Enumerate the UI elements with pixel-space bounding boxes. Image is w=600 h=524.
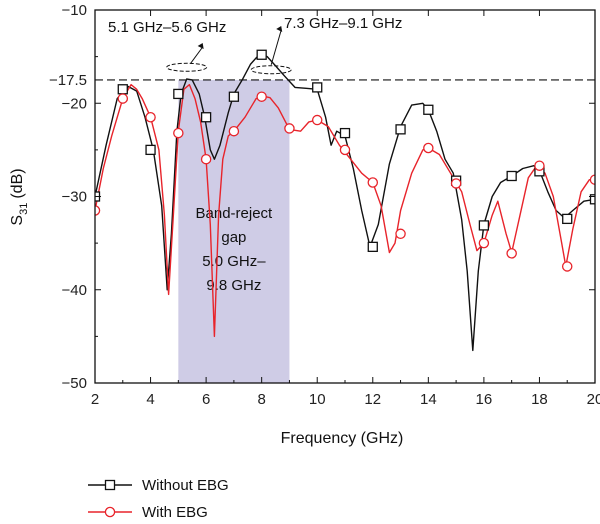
annotations: 5.1 GHz–5.6 GHz 7.3 GHz–9.1 GHz [108, 15, 402, 75]
without-ebg-point [423, 104, 434, 115]
plot-frame [94, 9, 596, 384]
x-tick-label: 4 [146, 391, 154, 408]
legend: Without EBG With EBG [88, 477, 229, 521]
annotation-arrowhead [197, 43, 204, 49]
y-tick-label: −10 [62, 2, 87, 19]
without-ebg-point [173, 88, 184, 100]
y-axis: −10 −20 −30 −40 −50 −17.5 [49, 2, 595, 392]
with-ebg-point [311, 114, 323, 126]
band-label-line: gap [221, 229, 246, 246]
y-axis-label-sub: 31 [18, 203, 30, 215]
with-ebg-point [256, 91, 267, 102]
y-tick-label: −40 [62, 282, 87, 299]
with-ebg-point [200, 153, 212, 165]
with-ebg-point [478, 237, 490, 249]
without-ebg-point [117, 84, 128, 95]
annotation-text: 5.1 GHz–5.6 GHz [108, 19, 226, 36]
with-ebg-point [367, 177, 379, 188]
without-ebg-point [562, 213, 573, 225]
x-tick-label: 12 [364, 391, 381, 408]
legend-label: With EBG [142, 504, 208, 521]
x-tick-label: 2 [91, 391, 99, 408]
annotation-arrow [270, 29, 282, 65]
x-axis: 2 4 6 8 10 12 14 16 18 20 [91, 10, 600, 408]
without-ebg-point [367, 241, 378, 253]
without-ebg-point [256, 49, 267, 60]
with-ebg-point [395, 228, 406, 240]
without-ebg-point [339, 127, 351, 139]
with-ebg-point [145, 111, 156, 123]
without-ebg-point [312, 82, 323, 93]
band-label-line: 9.8 GHz [206, 277, 261, 294]
with-ebg-point [173, 127, 184, 139]
x-tick-label: 20 [587, 391, 600, 408]
y-axis-label-main: S [9, 215, 26, 226]
annotation-arrow [190, 46, 204, 64]
legend-label: Without EBG [142, 477, 229, 494]
with-ebg-point [284, 123, 295, 134]
y-tick-label: −50 [62, 375, 87, 392]
without-ebg-point [395, 124, 406, 135]
band-reject-label: Band-reject gap 5.0 GHz– 9.8 GHz [196, 205, 274, 294]
without-ebg-point [589, 194, 595, 205]
with-ebg-point [561, 261, 573, 272]
annotation-arrowhead [276, 26, 283, 32]
legend-marker [104, 506, 116, 518]
with-ebg-point [423, 142, 434, 154]
without-ebg-point [200, 112, 212, 123]
with-ebg-point [506, 248, 517, 259]
without-ebg-point [228, 91, 240, 102]
y-axis-label: S31 (dB) [9, 168, 30, 225]
band-label-line: Band-reject [196, 205, 274, 222]
with-ebg-point [117, 93, 129, 104]
with-ebg-point [589, 174, 595, 185]
legend-marker [104, 479, 116, 491]
without-ebg-point [506, 170, 517, 182]
x-tick-label: 8 [257, 391, 265, 408]
series-line-with-ebg [95, 83, 595, 338]
annotation-ellipse [166, 62, 208, 72]
y-tick-label-extra: −17.5 [49, 72, 87, 89]
y-tick-label: −20 [62, 95, 87, 112]
band-label-line: 5.0 GHz– [202, 253, 266, 270]
x-tick-label: 14 [420, 391, 437, 408]
with-ebg-point [450, 178, 462, 189]
with-ebg-point [228, 125, 240, 137]
x-tick-label: 18 [531, 391, 548, 408]
y-axis-label-unit: (dB) [9, 168, 26, 198]
x-axis-label: Frequency (GHz) [281, 430, 404, 447]
with-ebg-point [534, 160, 545, 171]
series-line-without-ebg [95, 54, 595, 352]
with-ebg-point [339, 144, 351, 156]
without-ebg-point [478, 220, 490, 231]
x-tick-label: 16 [476, 391, 493, 408]
without-ebg-point [145, 144, 156, 156]
x-tick-label: 10 [309, 391, 326, 408]
x-tick-label: 6 [202, 391, 210, 408]
annotation-ellipse [250, 65, 292, 75]
y-tick-label: −30 [62, 189, 87, 206]
annotation-text: 7.3 GHz–9.1 GHz [284, 15, 402, 32]
